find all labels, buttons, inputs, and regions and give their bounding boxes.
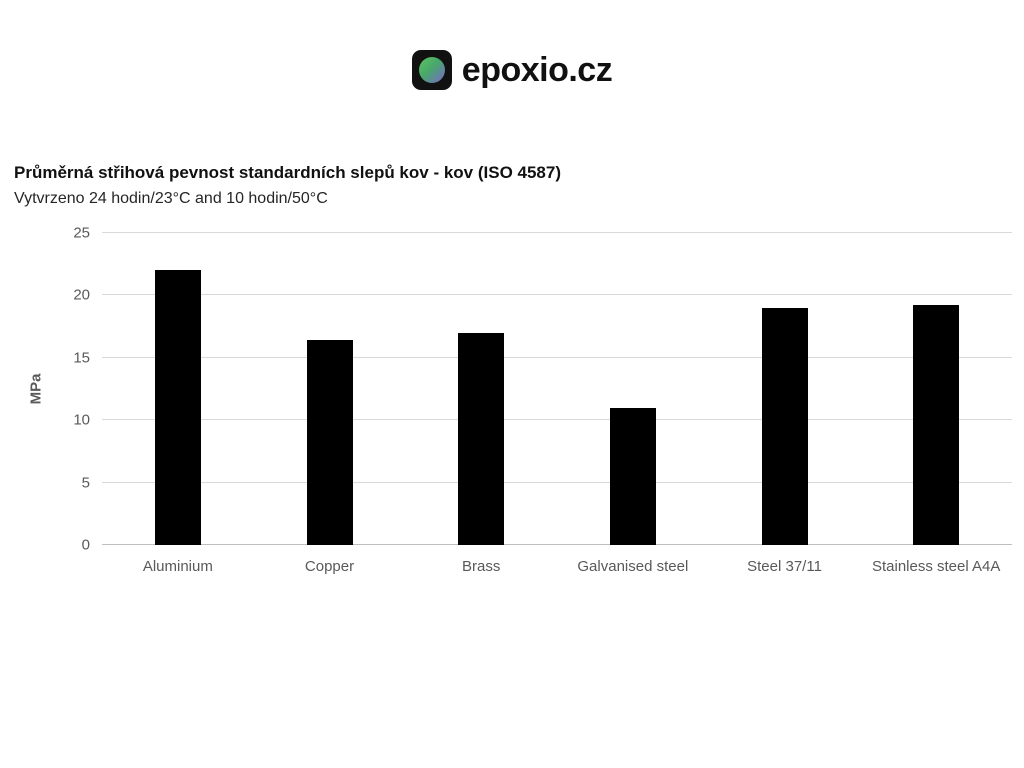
gridline [102, 294, 1012, 296]
bar [761, 307, 808, 545]
bars-container [102, 233, 1012, 545]
bar-slot [860, 233, 1012, 545]
x-axis-labels: Aluminium Copper Brass Galvanised steel Stee… [102, 558, 1012, 575]
bar-slot [709, 233, 861, 545]
chart-subtitle: Vytvrzeno 24 hodin/23°C and 10 hodin/50°… [14, 190, 328, 207]
x-axis-line [102, 544, 1012, 545]
logo-gradient-circle-icon [418, 57, 445, 83]
x-category-label: Steel 37/11 [747, 558, 822, 575]
epoxio-logo-icon [411, 50, 452, 90]
bar-slot [102, 233, 254, 545]
y-tick-label: 15 [73, 349, 90, 367]
bar [154, 270, 201, 545]
y-axis-label: MPa [27, 373, 45, 405]
gridline [102, 232, 1012, 233]
gridline [102, 419, 1012, 421]
x-category-label: Copper [304, 558, 355, 575]
y-tick-label: 25 [73, 224, 90, 242]
bar-slot [254, 233, 406, 545]
y-tick-label: 10 [73, 411, 90, 429]
y-tick-label: 20 [73, 286, 90, 304]
chart-title: Průměrná střihová pevnost standardních s… [14, 163, 561, 182]
bar [913, 305, 960, 545]
y-tick-label: 5 [81, 474, 90, 492]
y-tick-label: 0 [81, 536, 90, 554]
logo: epoxio.cz [0, 50, 1024, 90]
bar-slot [405, 233, 557, 545]
bar-slot [557, 233, 709, 545]
bar [306, 340, 353, 545]
x-category-label: Stainless steel A4A [871, 558, 1001, 575]
logo-text: epoxio.cz [461, 50, 613, 89]
x-category-label: Brass [462, 558, 501, 575]
bar [458, 332, 505, 545]
gridline [102, 481, 1012, 483]
x-category-label: Galvanised steel [577, 558, 689, 575]
plot-area: 0 5 10 15 20 25 [73, 225, 1012, 554]
x-category-label: Aluminium [142, 558, 213, 575]
bar-chart: 0 5 10 15 20 25 Aluminium Copper Brass Galvanise… [73, 225, 1012, 575]
bar [609, 407, 656, 545]
gridline [102, 356, 1012, 358]
